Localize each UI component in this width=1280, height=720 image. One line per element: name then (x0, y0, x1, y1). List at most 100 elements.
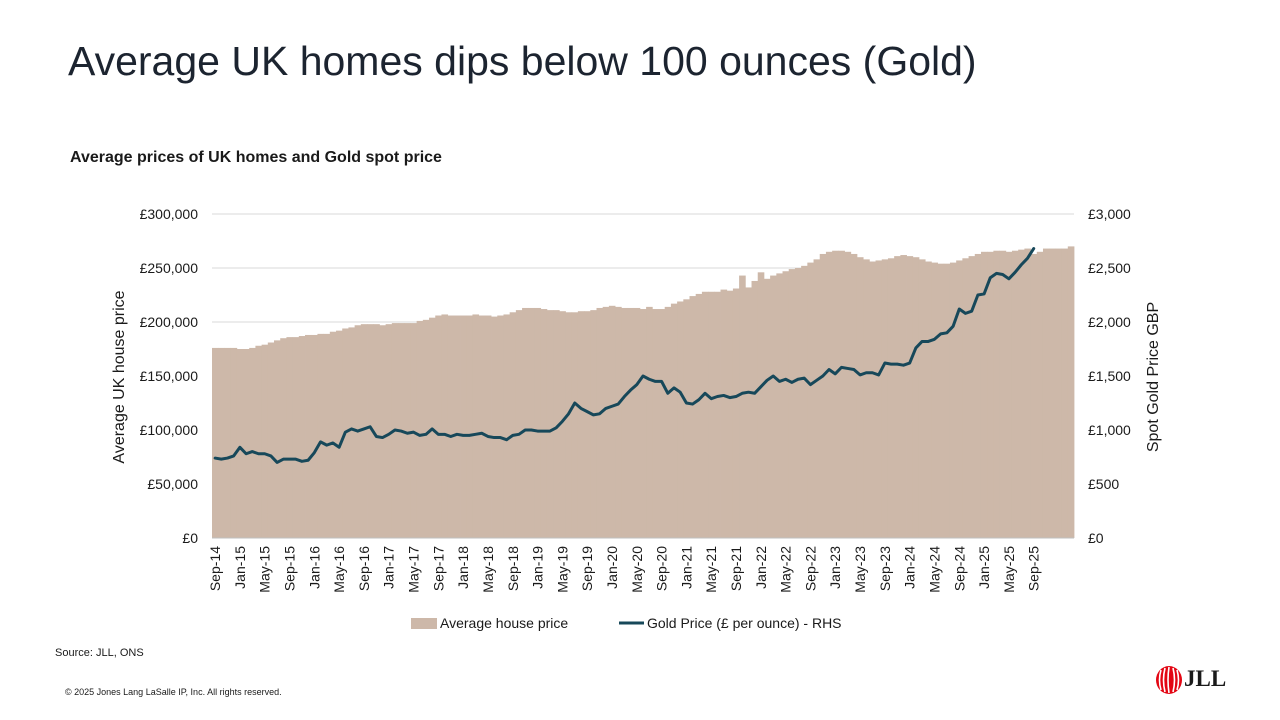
jll-logo[interactable]: JLL (1155, 665, 1227, 695)
house-price-bar (1005, 251, 1013, 539)
house-price-bar (695, 293, 703, 538)
x-tick-label: Jan-15 (232, 546, 248, 589)
house-price-bar (980, 251, 988, 539)
x-tick-label: Jan-21 (678, 546, 694, 589)
house-price-bar (584, 311, 591, 538)
x-tick-label: Jan-22 (753, 546, 769, 589)
x-tick-label: Sep-14 (207, 546, 223, 591)
house-price-bar (856, 257, 864, 538)
house-price-bar (385, 324, 393, 538)
house-price-bar (317, 333, 325, 538)
house-price-bar (974, 253, 982, 538)
house-price-bar (534, 307, 542, 538)
house-price-bar (329, 331, 337, 538)
house-price-bar (825, 251, 833, 539)
house-price-bar (677, 301, 684, 538)
x-tick-label: Sep-21 (728, 546, 744, 591)
house-price-bar (311, 334, 318, 538)
gold-price-line (213, 247, 1036, 464)
house-price-bar (987, 251, 994, 539)
house-price-bar (1067, 246, 1075, 538)
right-tick-label: £500 (1088, 476, 1119, 492)
left-tick-label: £150,000 (140, 368, 199, 384)
house-price-bar (553, 310, 560, 538)
house-price-bar (739, 275, 746, 538)
left-axis: £0 £50,000 £100,000 £150,000 £200,000 £250,00… (140, 206, 199, 546)
house-price-bar (701, 291, 709, 538)
house-price-bar (999, 250, 1007, 538)
x-tick-label: May-21 (703, 546, 719, 593)
left-tick-label: £50,000 (147, 476, 198, 492)
house-price-bar (745, 287, 752, 538)
house-price-bar (968, 256, 976, 538)
house-price-bar (577, 311, 585, 538)
left-tick-label: £250,000 (140, 260, 199, 276)
house-price-bar (863, 259, 870, 538)
x-tick-label: Sep-18 (505, 546, 521, 591)
house-price-bar (782, 271, 790, 538)
house-price-bar (404, 323, 411, 538)
house-price-bar (615, 306, 622, 538)
house-price-bar (267, 342, 275, 538)
house-price-bar (435, 315, 442, 538)
legend-label-house-price: Average house price (440, 615, 568, 631)
x-axis: Sep-14 Jan-15 May-15 Sep-15 Jan-16 May-16 Sep-… (207, 537, 1074, 593)
house-price-bar (1055, 248, 1062, 538)
house-price-bar (689, 296, 697, 538)
house-price-bar (720, 289, 728, 538)
house-price-bars (212, 246, 1075, 539)
house-price-bar (770, 275, 777, 538)
house-price-bar (887, 258, 895, 538)
x-tick-label: May-19 (554, 546, 570, 593)
house-price-bar (1011, 250, 1019, 538)
house-price-bar (627, 307, 635, 538)
house-price-bar (869, 261, 876, 538)
right-tick-label: £3,000 (1088, 206, 1131, 222)
x-tick-label: Jan-19 (530, 546, 546, 589)
x-tick-label: Jan-23 (827, 546, 843, 589)
left-tick-label: £300,000 (140, 206, 199, 222)
house-price-bar (875, 260, 883, 538)
gold-price-line-layer (213, 247, 1036, 464)
house-price-bar (280, 338, 287, 538)
house-price-bar (491, 316, 498, 538)
house-price-bar (894, 256, 901, 538)
x-tick-label: May-23 (852, 546, 868, 593)
house-price-bar (379, 325, 387, 538)
house-price-bar (218, 347, 225, 538)
house-price-bar (949, 262, 957, 538)
house-price-bar (484, 315, 492, 538)
source-note: Source: JLL, ONS (55, 647, 144, 659)
house-price-bar (763, 278, 771, 538)
x-tick-label: Jan-20 (604, 546, 620, 589)
left-axis-label: Average UK house price (111, 290, 128, 463)
house-price-bar (261, 344, 269, 538)
house-price-bar (844, 251, 852, 539)
house-price-bar (348, 327, 356, 538)
x-tick-label: Sep-20 (654, 546, 670, 591)
house-price-bar (652, 309, 659, 538)
house-price-bar (286, 337, 294, 538)
x-tick-label: May-18 (480, 546, 496, 593)
legend-label-gold-price: Gold Price (£ per ounce) - RHS (647, 615, 842, 631)
house-price-bar (664, 306, 672, 538)
house-price-bar (416, 320, 424, 538)
house-price-bar (813, 259, 821, 538)
house-price-bar (410, 323, 418, 538)
house-price-bar (292, 337, 300, 538)
x-tick-label: Jan-18 (455, 546, 471, 589)
house-price-bar (633, 307, 641, 538)
house-price-bar (1030, 253, 1038, 538)
house-price-bar (503, 314, 511, 538)
x-tick-label: May-22 (778, 546, 794, 593)
x-tick-label: Sep-15 (282, 546, 298, 591)
house-price-bar (608, 305, 616, 538)
right-axis: £0 £500 £1,000 £1,500 £2,000 £2,500 £3,000 (1088, 206, 1131, 546)
house-price-bar (522, 307, 529, 538)
house-price-bar (466, 315, 473, 538)
house-price-bar (602, 306, 610, 538)
house-price-bar (367, 324, 374, 538)
x-tick-label: Sep-25 (1026, 546, 1042, 591)
house-price-bar (918, 259, 926, 538)
